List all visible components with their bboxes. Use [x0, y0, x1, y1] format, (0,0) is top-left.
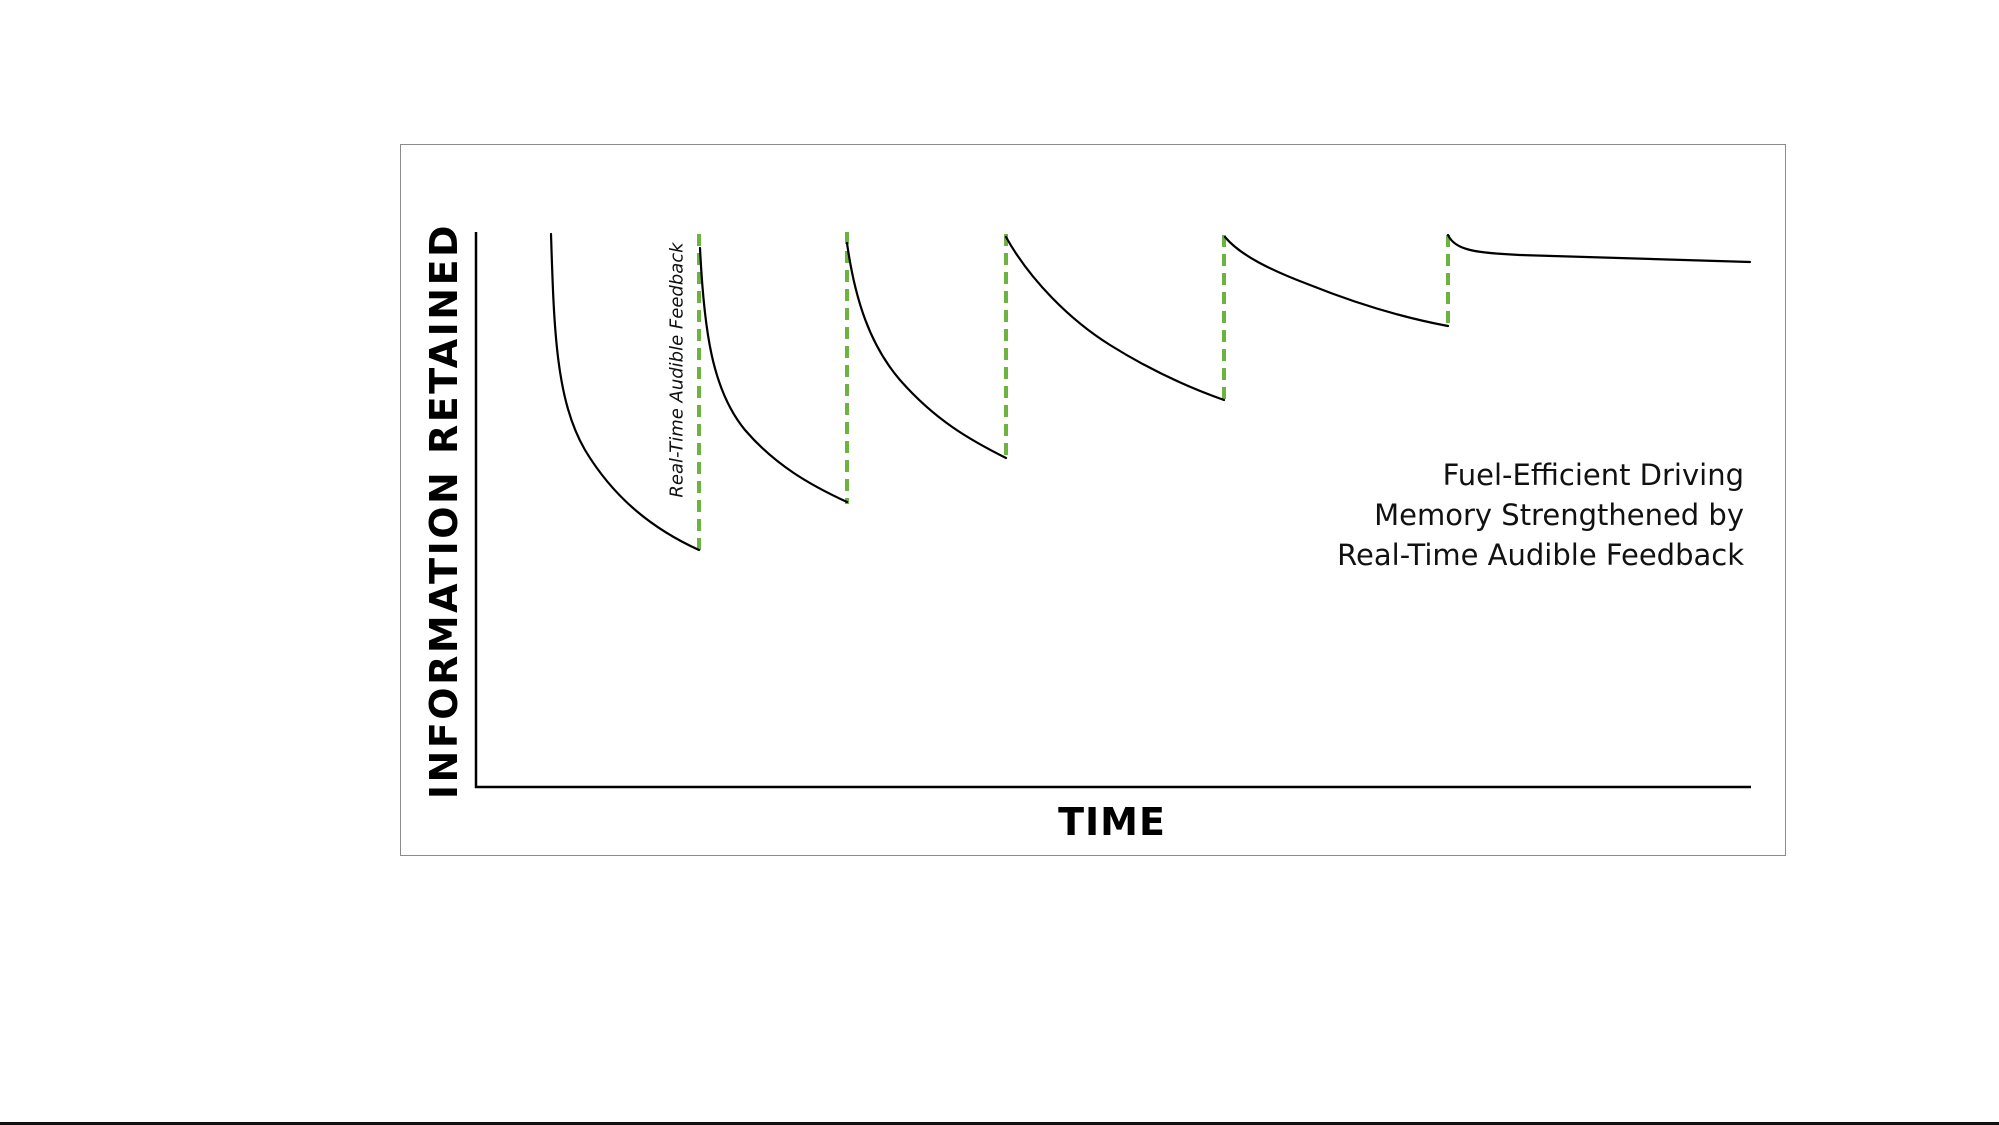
annotation-line-2: Memory Strengthened by [1374, 498, 1744, 532]
curve-segment-3 [845, 241, 1008, 460]
curve-segment-1 [549, 232, 701, 552]
curve-segment-2 [698, 246, 849, 504]
feedback-event-label: Real-Time Audible Feedback [666, 242, 688, 498]
chart-annotation: Fuel-Efficient Driving Memory Strengthen… [1337, 455, 1744, 575]
retention-curve [549, 232, 1752, 552]
feedback-markers [697, 232, 1450, 550]
y-axis-label: INFORMATION RETAINED [422, 222, 466, 800]
curve-segment-6 [1446, 233, 1752, 264]
bottom-divider [0, 1122, 1999, 1125]
curve-segment-5 [1223, 235, 1450, 328]
x-axis-label: TIME [1058, 800, 1166, 844]
curve-segment-4 [1004, 235, 1226, 402]
annotation-line-1: Fuel-Efficient Driving [1442, 458, 1744, 492]
chart-frame [400, 144, 1786, 856]
annotation-line-3: Real-Time Audible Feedback [1337, 538, 1744, 572]
